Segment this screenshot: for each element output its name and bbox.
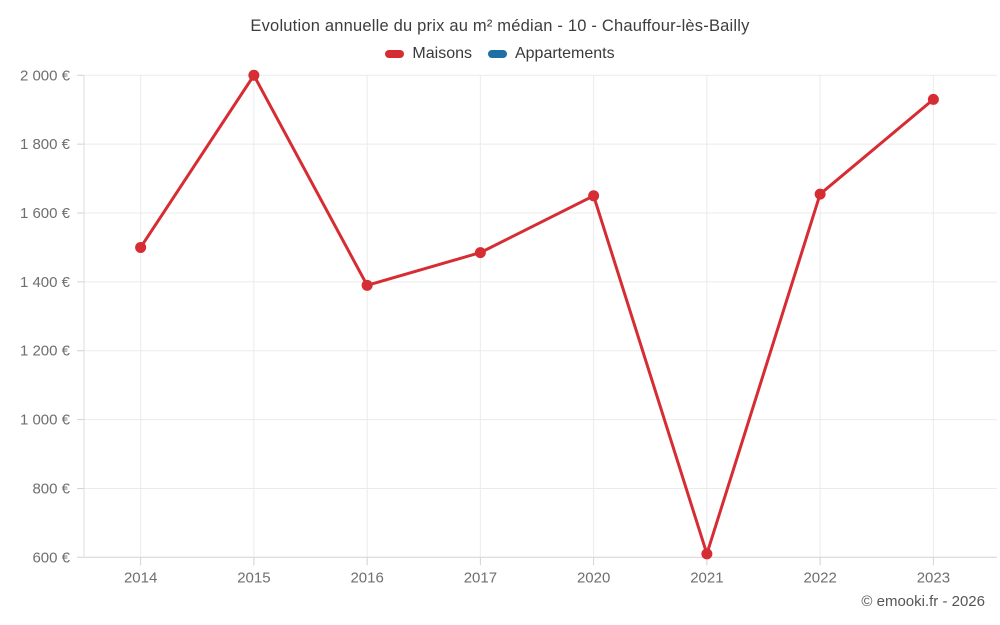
- x-tick-label: 2021: [690, 569, 723, 586]
- maisons-swatch-icon: [385, 50, 405, 58]
- x-tick-label: 2016: [350, 569, 383, 586]
- legend-label-maisons: Maisons: [412, 45, 472, 62]
- x-tick-label: 2023: [917, 569, 950, 586]
- data-point-maisons-2016[interactable]: [361, 279, 373, 291]
- y-tick-label: 600 €: [32, 549, 70, 566]
- y-tick-label: 1 000 €: [20, 412, 71, 429]
- y-tick-label: 1 600 €: [20, 205, 71, 222]
- x-tick-label: 2017: [464, 569, 497, 586]
- legend-item-maisons[interactable]: Maisons: [385, 45, 472, 63]
- maisons-line: [139, 73, 935, 556]
- y-tick-label: 2 000 €: [20, 67, 71, 84]
- y-tick-label: 1 400 €: [20, 274, 71, 291]
- legend-label-appartements: Appartements: [514, 45, 615, 62]
- legend-item-appartements[interactable]: Appartements: [487, 45, 615, 63]
- chart-title: Evolution annuelle du prix au m² médian …: [250, 17, 750, 35]
- y-tick-label: 1 800 €: [20, 136, 71, 153]
- appartements-swatch-icon: [487, 50, 507, 58]
- x-tick-label: 2014: [124, 569, 157, 586]
- x-tick-label: 2020: [577, 569, 610, 586]
- data-point-maisons-2022[interactable]: [814, 188, 826, 200]
- data-point-maisons-2020[interactable]: [588, 190, 600, 202]
- data-point-maisons-2017[interactable]: [474, 247, 486, 259]
- y-tick-label: 800 €: [32, 480, 70, 497]
- x-tick-label: 2015: [237, 569, 270, 586]
- x-tick-label: 2022: [803, 569, 836, 586]
- data-point-maisons-2015[interactable]: [248, 69, 260, 81]
- data-point-maisons-2014[interactable]: [135, 241, 147, 253]
- y-tick-label: 1 200 €: [20, 343, 71, 360]
- credit-text: © emooki.fr - 2026: [861, 593, 985, 610]
- data-point-maisons-2023[interactable]: [927, 93, 939, 105]
- legend: Maisons Appartements: [0, 45, 1000, 63]
- data-point-maisons-2021[interactable]: [701, 548, 713, 560]
